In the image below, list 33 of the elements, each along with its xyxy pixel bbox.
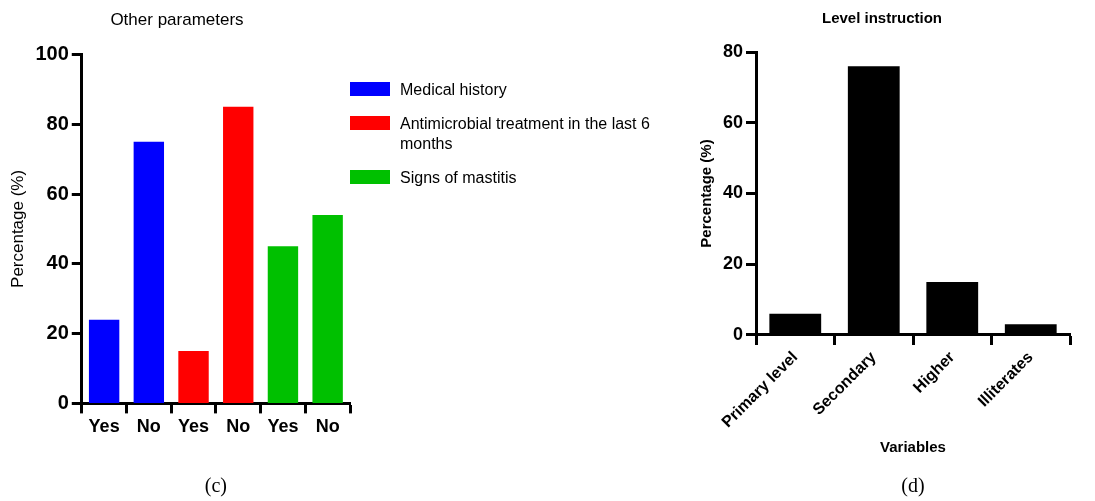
y-tick-label: 80 [722,40,744,61]
text: (c) [204,474,227,498]
y-tick-label: 40 [722,182,744,203]
bar [133,141,165,403]
y-tick-label: 60 [722,111,744,132]
bar [312,214,343,403]
x-tick-label: Yes [267,416,299,437]
x-axis-title: Variables [880,438,946,456]
y-tick-label: 100 [35,41,69,64]
legend-label: Antimicrobial treatment in the last 6 months [400,114,651,154]
y-tick-label: 80 [46,111,69,134]
legend-label: Medical history [400,80,507,100]
x-tick-label: Yes [178,416,210,437]
legend-label: Signs of mastitis [400,168,517,188]
x-tick-label: No [136,416,161,437]
chart-title: Other parameters [110,9,244,29]
x-tick-label: Yes [88,416,120,437]
y-tick-label: 0 [733,323,744,344]
x-tick-label: No [315,416,340,437]
y-tick-label: 60 [46,181,69,204]
y-tick-label: 0 [57,390,69,413]
text: (d) [901,474,925,498]
chart-title: Level instruction [821,9,943,27]
bar [267,246,299,403]
bar [88,319,120,403]
bar [223,106,254,403]
y-tick-label: 20 [46,321,69,344]
bar [178,351,209,403]
y-axis-title: Percentage (%) [7,169,27,288]
x-tick-label: No [226,416,251,437]
y-tick-label: 40 [46,251,69,274]
y-axis-title: Percentage (%) [697,139,715,248]
y-tick-label: 20 [722,253,744,274]
